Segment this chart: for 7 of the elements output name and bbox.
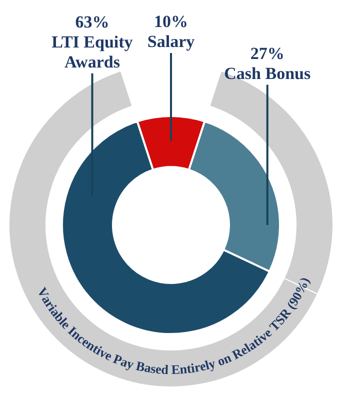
text: Variable Incentive Pay Based Entirely on Relative TSR (90%) [34,275,312,378]
data-label: 27% [250,44,284,63]
slice-label: LTI Equity Awards [52,32,134,72]
slice-label: Cash Bonus [224,64,311,83]
data-label: 63% [75,12,110,32]
data-label: 10% [154,12,188,31]
slice-label: Salary [147,32,196,51]
